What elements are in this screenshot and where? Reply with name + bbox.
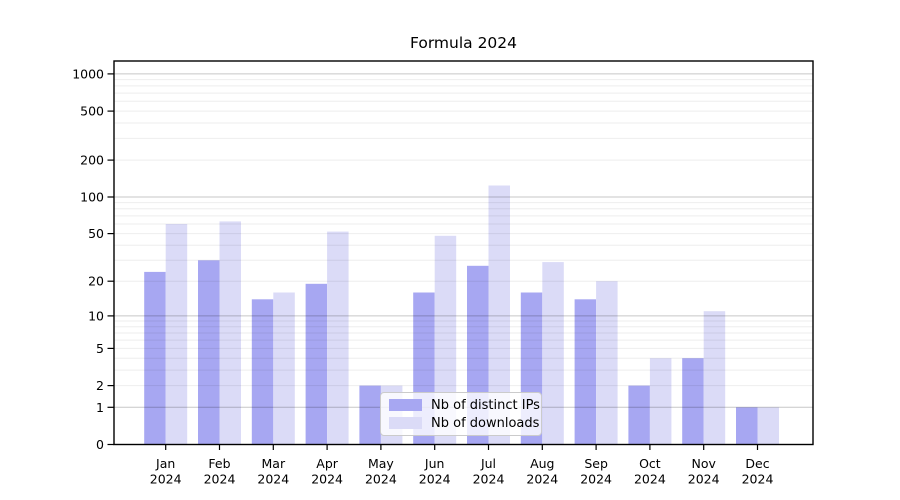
- bar-downloads-feb: [219, 221, 241, 445]
- bar-downloads-aug: [542, 262, 564, 445]
- y-tick-label-50: 50: [88, 226, 104, 241]
- x-tick-label-jun: Jun: [424, 456, 445, 471]
- x-tick-label-jun-year: 2024: [419, 472, 451, 487]
- legend-item-downloads: Nb of downloads: [389, 416, 539, 431]
- x-tick-label-mar-year: 2024: [257, 472, 289, 487]
- y-tick-label-100: 100: [80, 190, 104, 205]
- bar-downloads-apr: [327, 231, 349, 445]
- x-tick-label-oct: Oct: [639, 456, 661, 471]
- x-tick-label-feb-year: 2024: [204, 472, 236, 487]
- y-tick-label-1: 1: [96, 400, 104, 415]
- bar-downloads-mar: [273, 292, 295, 445]
- legend-item-distinct-ips: Nb of distinct IPs: [389, 398, 540, 413]
- legend-swatch-distinct-ips: [389, 399, 422, 411]
- bar-distinct-ips-feb: [198, 260, 220, 445]
- bar-downloads-nov: [703, 311, 726, 445]
- y-tick-label-5: 5: [96, 341, 104, 356]
- x-tick-label-dec-year: 2024: [742, 472, 774, 487]
- x-tick-label-apr: Apr: [316, 456, 338, 471]
- bar-downloads-dec: [757, 407, 779, 445]
- y-tick-label-200: 200: [80, 153, 104, 168]
- bar-distinct-ips-apr: [305, 283, 328, 445]
- x-tick-label-dec: Dec: [745, 456, 769, 471]
- y-tick-label-2: 2: [96, 378, 104, 393]
- x-tick-label-may-year: 2024: [365, 472, 397, 487]
- legend-swatch-downloads: [389, 417, 422, 429]
- bar-distinct-ips-sep: [574, 299, 597, 445]
- x-tick-label-jan: Jan: [155, 456, 175, 471]
- x-tick-label-nov-year: 2024: [688, 472, 720, 487]
- x-tick-label-aug-year: 2024: [526, 472, 558, 487]
- bar-distinct-ips-may: [359, 385, 381, 445]
- x-tick-label-sep: Sep: [584, 456, 608, 471]
- y-tick-label-20: 20: [88, 274, 104, 289]
- x-tick-label-may: May: [368, 456, 394, 471]
- x-tick-label-mar: Mar: [262, 456, 286, 471]
- y-tick-label-1000: 1000: [72, 66, 104, 81]
- x-tick-label-jul-year: 2024: [473, 472, 505, 487]
- legend: Nb of distinct IPs Nb of downloads: [380, 392, 542, 436]
- bar-distinct-ips-mar: [251, 299, 274, 445]
- bar-distinct-ips-nov: [682, 358, 704, 445]
- axes-box: [113, 60, 814, 446]
- x-tick-label-aug: Aug: [530, 456, 554, 471]
- bar-downloads-oct: [649, 358, 672, 445]
- bar-downloads-jul: [488, 185, 510, 445]
- y-tick-label-10: 10: [88, 308, 104, 323]
- chart-title: Formula 2024: [409, 34, 518, 52]
- x-tick-label-jul: Jul: [480, 456, 496, 471]
- bar-distinct-ips-jan: [144, 271, 166, 445]
- x-tick-label-jan-year: 2024: [150, 472, 182, 487]
- x-tick-label-sep-year: 2024: [580, 472, 612, 487]
- x-tick-label-feb: Feb: [208, 456, 230, 471]
- bar-downloads-sep: [596, 281, 618, 445]
- y-tick-label-0: 0: [96, 437, 104, 452]
- x-tick-label-apr-year: 2024: [311, 472, 343, 487]
- x-tick-label-nov: Nov: [691, 456, 716, 471]
- bar-downloads-jan: [165, 224, 188, 445]
- x-tick-label-oct-year: 2024: [634, 472, 666, 487]
- bar-distinct-ips-oct: [628, 385, 650, 445]
- legend-label-distinct-ips: Nb of distinct IPs: [431, 397, 540, 413]
- legend-label-downloads: Nb of downloads: [431, 415, 540, 431]
- y-tick-label-500: 500: [80, 104, 104, 119]
- bar-distinct-ips-dec: [736, 407, 758, 445]
